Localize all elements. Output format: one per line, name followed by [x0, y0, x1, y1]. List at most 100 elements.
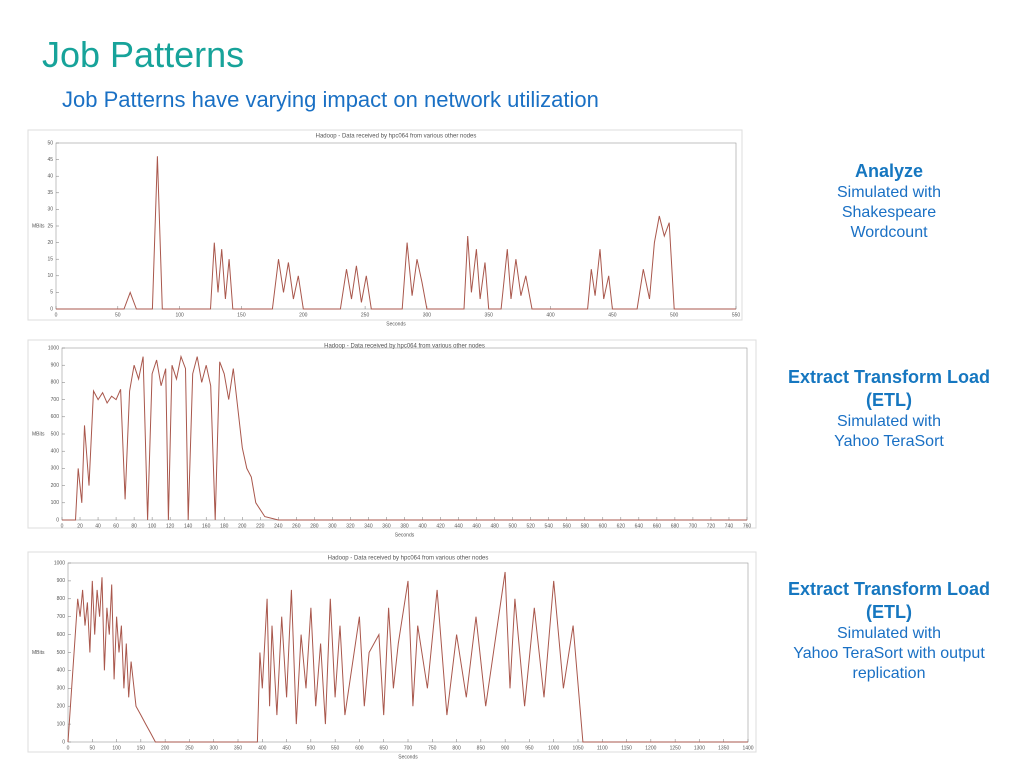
chart-frame — [27, 129, 743, 321]
x-tick-label: 440 — [454, 523, 463, 529]
x-tick-label: 620 — [617, 523, 626, 529]
x-tick-label: 200 — [161, 745, 170, 751]
x-tick-label: 360 — [382, 523, 391, 529]
x-tick-label: 380 — [400, 523, 409, 529]
chart-title: Hadoop - Data received by hpc064 from va… — [324, 344, 485, 350]
x-tick-label: 20 — [77, 523, 83, 529]
x-tick-label: 340 — [364, 523, 373, 529]
y-axis-label: MBits — [32, 650, 45, 656]
x-tick-label: 1150 — [621, 745, 632, 751]
chart: Hadoop - Data received by hpc064 from va… — [27, 551, 757, 760]
caption-heading: Analyze — [854, 161, 924, 181]
slide-subtitle: Job Patterns have varying impact on netw… — [62, 87, 599, 112]
x-tick-label: 40 — [95, 523, 101, 529]
y-tick-label: 30 — [47, 207, 53, 213]
caption-heading: Extract Transform Load — [787, 579, 991, 599]
x-tick-label: 600 — [599, 523, 608, 529]
y-tick-label: 35 — [47, 190, 53, 196]
x-tick-label: 300 — [328, 523, 337, 529]
x-tick-label: 160 — [202, 523, 211, 529]
x-tick-label: 240 — [274, 523, 283, 529]
x-tick-label: 560 — [563, 523, 572, 529]
caption-heading: (ETL) — [866, 390, 912, 410]
x-tick-label: 760 — [743, 523, 752, 529]
data-line — [67, 571, 748, 743]
y-tick-label: 100 — [51, 500, 60, 506]
x-tick-label: 400 — [546, 312, 555, 318]
y-tick-label: 900 — [57, 578, 66, 584]
x-tick-label: 500 — [307, 745, 316, 751]
x-tick-label: 600 — [355, 745, 364, 751]
x-tick-label: 740 — [725, 523, 734, 529]
caption-text: Yahoo TeraSort — [834, 433, 944, 450]
x-tick-label: 750 — [428, 745, 437, 751]
y-tick-label: 0 — [56, 517, 59, 523]
x-tick-label: 60 — [113, 523, 119, 529]
x-tick-label: 640 — [635, 523, 644, 529]
y-tick-label: 1000 — [54, 560, 65, 566]
x-tick-label: 220 — [256, 523, 265, 529]
x-tick-label: 300 — [210, 745, 219, 751]
slide-title: Job Patterns — [42, 34, 245, 75]
x-tick-label: 550 — [331, 745, 340, 751]
x-tick-label: 1250 — [670, 745, 681, 751]
x-tick-label: 200 — [238, 523, 247, 529]
x-tick-label: 1000 — [548, 745, 559, 751]
x-tick-label: 500 — [670, 312, 679, 318]
x-tick-label: 460 — [472, 523, 481, 529]
x-tick-label: 0 — [61, 523, 64, 529]
caption-heading: (ETL) — [866, 602, 912, 622]
x-tick-label: 1300 — [694, 745, 705, 751]
x-tick-label: 200 — [299, 312, 308, 318]
caption: Extract Transform Load (ETL) Simulated wit… — [758, 578, 1020, 684]
x-tick-label: 700 — [404, 745, 413, 751]
x-tick-label: 1050 — [572, 745, 583, 751]
x-tick-label: 420 — [436, 523, 445, 529]
y-tick-label: 5 — [50, 290, 53, 296]
caption-text: Shakespeare — [841, 204, 937, 221]
y-tick-label: 40 — [47, 174, 53, 180]
x-tick-label: 150 — [237, 312, 246, 318]
x-axis-label: Seconds — [395, 532, 415, 538]
y-tick-label: 50 — [47, 140, 53, 146]
x-tick-label: 1400 — [742, 745, 753, 751]
x-tick-label: 520 — [527, 523, 536, 529]
y-tick-label: 300 — [57, 686, 66, 692]
x-tick-label: 480 — [490, 523, 499, 529]
y-axis-label: MBits — [32, 431, 45, 437]
x-tick-label: 450 — [608, 312, 617, 318]
chart: Hadoop - Data received by hpc064 from va… — [27, 129, 743, 327]
x-tick-label: 500 — [508, 523, 517, 529]
y-tick-label: 25 — [47, 223, 53, 229]
x-axis-label: Seconds — [398, 754, 418, 760]
x-tick-label: 700 — [689, 523, 698, 529]
x-tick-label: 350 — [234, 745, 243, 751]
x-tick-label: 540 — [545, 523, 554, 529]
x-tick-label: 50 — [115, 312, 121, 318]
x-tick-label: 300 — [423, 312, 432, 318]
caption-text: Simulated with — [836, 625, 942, 642]
y-tick-label: 600 — [51, 414, 60, 420]
x-tick-label: 100 — [112, 745, 121, 751]
chart-frame — [27, 551, 757, 753]
x-tick-label: 100 — [148, 523, 157, 529]
x-tick-label: 580 — [581, 523, 590, 529]
data-line — [62, 354, 747, 521]
y-tick-label: 400 — [51, 449, 60, 455]
x-tick-label: 400 — [258, 745, 267, 751]
caption-text: Wordcount — [850, 224, 928, 241]
y-tick-label: 700 — [57, 614, 66, 620]
chart-title: Hadoop - Data received by hpc064 from va… — [316, 134, 477, 140]
x-tick-label: 1350 — [718, 745, 729, 751]
chart-title: Hadoop - Data received by hpc064 from va… — [328, 556, 489, 562]
x-tick-label: 400 — [418, 523, 427, 529]
y-tick-label: 45 — [47, 157, 53, 163]
x-tick-label: 120 — [166, 523, 175, 529]
x-tick-label: 650 — [380, 745, 389, 751]
x-tick-label: 250 — [185, 745, 194, 751]
caption-heading: Extract Transform Load — [787, 367, 991, 387]
x-tick-label: 1200 — [645, 745, 656, 751]
data-line — [56, 156, 736, 310]
